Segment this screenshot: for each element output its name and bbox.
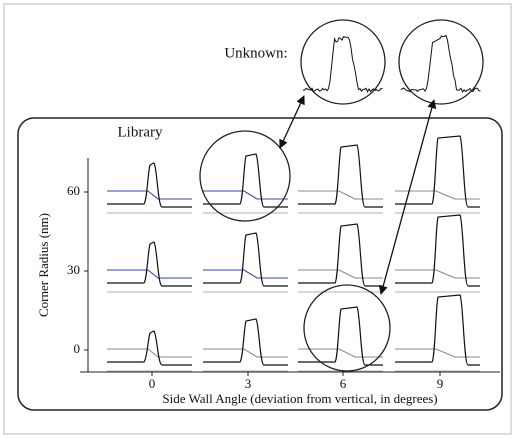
library-frame [17, 117, 503, 411]
reference-line [203, 269, 288, 279]
x-tick-label: 9 [437, 376, 444, 391]
waveform [203, 153, 288, 208]
waveform [203, 232, 288, 287]
waveforms [107, 135, 480, 372]
match-circle [303, 284, 391, 372]
reference-line [107, 269, 192, 279]
reference-line [203, 190, 288, 200]
waveform [107, 241, 192, 287]
reference-line [107, 190, 192, 200]
library-label: Library [118, 124, 163, 140]
noisy-waveform [302, 35, 383, 93]
y-tick-label: 0 [74, 341, 81, 356]
y-tick-label: 30 [67, 262, 80, 277]
arrow [378, 99, 437, 295]
waveform [298, 223, 383, 287]
x-tick-label: 3 [245, 376, 252, 391]
unknown-waveforms [302, 34, 481, 94]
y-tick-label: 60 [67, 183, 80, 198]
reference-line [107, 348, 192, 358]
waveform [298, 144, 383, 208]
unknown-circle [398, 19, 484, 105]
waveform [395, 294, 480, 366]
x-tick-label: 0 [149, 376, 156, 391]
x-axis-title: Side Wall Angle (deviation from vertical… [162, 391, 437, 406]
arrow [279, 95, 305, 149]
noisy-waveform [400, 34, 481, 94]
waveform [107, 162, 192, 208]
unknown-label: Unknown: [224, 45, 287, 61]
reference-line [298, 190, 383, 200]
match-circle [199, 130, 291, 222]
x-tick-label: 6 [340, 376, 347, 391]
reference-line [298, 269, 383, 279]
waveform [107, 330, 192, 366]
reference-line [395, 348, 480, 358]
waveform [298, 306, 383, 366]
reference-line [298, 348, 383, 358]
reference-line [203, 348, 288, 358]
waveform [203, 318, 288, 366]
y-axis-title: Corner Radius (nm) [36, 213, 51, 317]
unknown-circle [300, 19, 386, 105]
